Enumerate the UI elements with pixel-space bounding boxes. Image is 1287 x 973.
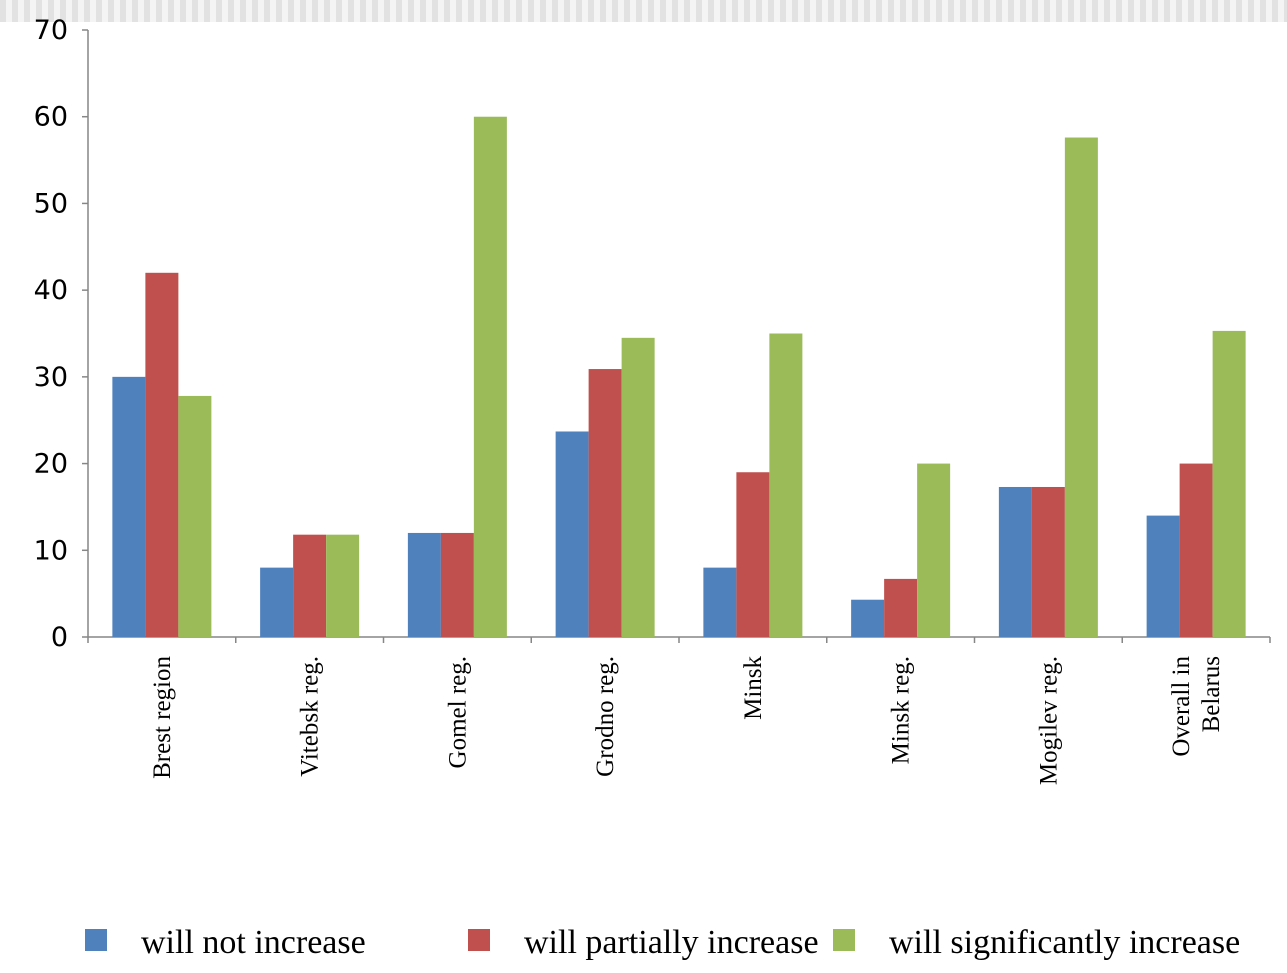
bar (112, 376, 146, 637)
x-tick-label: Minsk reg. (888, 656, 915, 764)
y-tick-label: 50 (34, 188, 68, 219)
bar (293, 534, 327, 637)
bar (260, 567, 294, 637)
bar (1179, 463, 1213, 637)
bar (145, 272, 179, 637)
y-tick-label: 30 (34, 362, 68, 393)
bar (555, 431, 589, 637)
header-strip (0, 0, 1287, 22)
y-tick-label: 40 (34, 275, 68, 306)
x-axis-labels: Brest region Vitebsk reg. Gomel reg. Grodno… (149, 656, 1225, 786)
bar (1064, 137, 1098, 638)
bar (851, 599, 885, 637)
bar (1212, 330, 1246, 637)
bar (736, 472, 770, 637)
legend-swatch (833, 929, 855, 951)
chart-bars (112, 116, 1246, 638)
y-tick-label: 20 (34, 449, 68, 480)
bar (884, 578, 918, 637)
bar (703, 567, 737, 637)
legend-label: will not increase (141, 924, 366, 961)
bar (1146, 515, 1180, 637)
y-tick-label: 0 (51, 622, 68, 653)
x-tick-label: Gomel reg. (444, 656, 471, 768)
chart-axes: 0 10 20 30 40 50 60 70 (34, 15, 1271, 653)
x-tick-label: Belarus (1198, 656, 1225, 732)
legend-swatch (468, 929, 490, 951)
legend-swatch (85, 929, 107, 951)
x-tick-label: Grodno reg. (592, 656, 619, 777)
bar (1031, 486, 1065, 637)
x-tick-label: Minsk (740, 656, 767, 720)
bar (917, 463, 951, 637)
bar (998, 486, 1032, 637)
chart-legend: will not increase will partially increase… (85, 924, 1240, 961)
legend-label: will significantly increase (889, 924, 1240, 961)
legend-label: will partially increase (524, 924, 819, 961)
x-tick-label: Brest region (149, 656, 176, 779)
y-tick-label: 10 (34, 535, 68, 566)
bar (326, 534, 360, 637)
bar (178, 395, 212, 637)
bar (588, 369, 622, 637)
bar (621, 337, 655, 637)
bar (440, 532, 474, 637)
y-tick-label: 70 (34, 15, 68, 46)
y-tick-label: 60 (34, 102, 68, 133)
x-tick-label: Overall in (1168, 656, 1195, 757)
bar (769, 333, 803, 637)
bar (473, 116, 507, 637)
x-tick-label: Vitebsk reg. (297, 656, 324, 777)
bar (407, 532, 441, 637)
x-tick-label: Mogilev reg. (1035, 656, 1062, 785)
